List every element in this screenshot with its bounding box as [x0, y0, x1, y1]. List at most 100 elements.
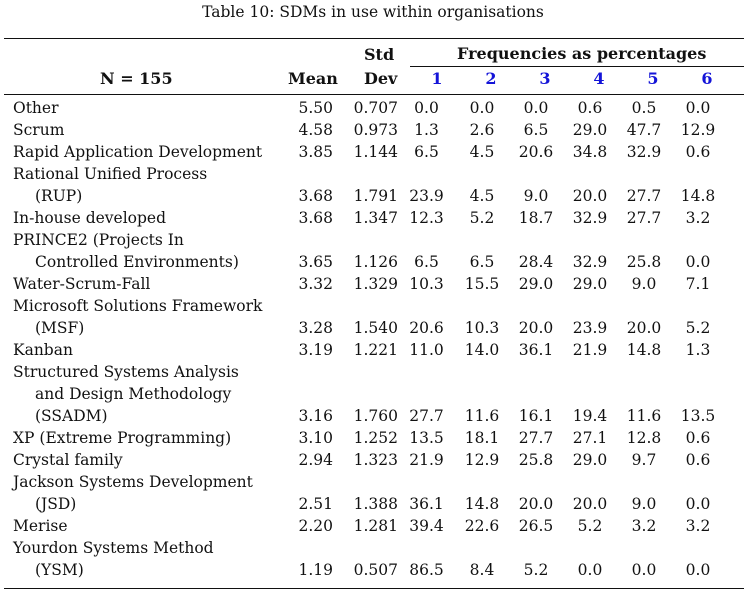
std-dev-cell: 1.126 — [353, 253, 398, 271]
freq-cell-4: 29.0 — [572, 121, 608, 139]
table-row: Scrum 4.58 0.973 1.3 2.6 6.5 29.0 47.7 12.9 — [13, 119, 725, 141]
freq-cell-1: 21.9 — [409, 451, 444, 469]
freq-cell-6: 13.5 — [680, 407, 716, 425]
freq-cell-2: 4.5 — [469, 187, 495, 205]
mean-cell — [281, 537, 333, 559]
mean-cell: 2.20 — [298, 517, 333, 535]
freq-cell-6: 3.2 — [685, 209, 711, 227]
method-name-text: XP (Extreme Programming) — [13, 429, 232, 447]
method-name: (JSD) — [13, 493, 281, 515]
freq-cell-2: 12.9 — [464, 451, 500, 469]
header-rule — [4, 94, 744, 95]
freq-cell-5 — [617, 229, 671, 251]
mean-cell: 3.19 — [298, 341, 333, 359]
freq-cell-5: 12.8 — [626, 429, 662, 447]
freq-cell-4: 21.9 — [572, 341, 608, 359]
freq-cell-1 — [398, 295, 455, 317]
bottom-rule — [4, 588, 744, 589]
freq-cell-6: 0.6 — [685, 451, 711, 469]
method-name: Kanban — [13, 339, 281, 361]
method-name-text: Rational Unified Process — [13, 165, 208, 183]
freq-cell-6: 12.9 — [680, 121, 716, 139]
freq-cell-3: 20.0 — [518, 319, 554, 337]
freq-cell-2 — [455, 295, 509, 317]
mean-cell: 4.58 — [298, 121, 333, 139]
freq-cell-1 — [398, 229, 455, 251]
freq-cell-1 — [398, 163, 455, 185]
freq-cell-4: 20.0 — [572, 495, 608, 513]
std-dev-cell — [333, 163, 398, 185]
freq-cell-4: 20.0 — [572, 187, 608, 205]
mean-cell: 3.32 — [298, 275, 333, 293]
method-name-text: Controlled Environments) — [35, 253, 239, 271]
header-freq-col-4: 4 — [593, 69, 605, 88]
freq-cell-6 — [671, 229, 725, 251]
freq-cell-3: 36.1 — [518, 341, 554, 359]
freq-cell-6 — [671, 361, 725, 383]
header-freq-col-5: 5 — [647, 69, 659, 88]
freq-cell-3: 27.7 — [518, 429, 554, 447]
method-name-text: In-house developed — [13, 209, 167, 227]
freq-cell-3: 6.5 — [523, 121, 549, 139]
freq-cell-5 — [617, 361, 671, 383]
table-row: (YSM) 1.19 0.507 86.5 8.4 5.2 0.0 0.0 0.0 — [13, 559, 725, 581]
freq-cell-4 — [563, 229, 617, 251]
mean-cell: 2.51 — [298, 495, 333, 513]
freq-cell-4: 23.9 — [572, 319, 608, 337]
table-row-continuation: Yourdon Systems Method — [13, 537, 725, 559]
std-dev-cell — [333, 361, 398, 383]
table-row: Merise 2.20 1.281 39.4 22.6 26.5 5.2 3.2 3.2 — [13, 515, 725, 537]
method-name-text: (YSM) — [35, 561, 84, 579]
method-name-text: Kanban — [13, 341, 73, 359]
freq-cell-5: 20.0 — [626, 319, 662, 337]
freq-cell-6: 14.8 — [680, 187, 716, 205]
freq-cell-1: 20.6 — [409, 319, 444, 337]
table-row: Water-Scrum-Fall 3.32 1.329 10.3 15.5 29.0 29.… — [13, 273, 725, 295]
method-name: Yourdon Systems Method — [13, 537, 281, 559]
method-name: PRINCE2 (Projects In — [13, 229, 281, 251]
freq-cell-2 — [455, 383, 509, 405]
method-name: Jackson Systems Development — [13, 471, 281, 493]
header-freq-col-3: 3 — [539, 69, 551, 88]
header-freq-col-6: 6 — [701, 69, 713, 88]
table-row: (RUP) 3.68 1.791 23.9 4.5 9.0 20.0 27.7 14.8 — [13, 185, 725, 207]
method-name: (SSADM) — [13, 405, 281, 427]
method-name: In-house developed — [13, 207, 281, 229]
method-name-text: Water-Scrum-Fall — [13, 275, 151, 293]
freq-cell-5: 27.7 — [626, 209, 662, 227]
freq-cell-3: 25.8 — [518, 451, 554, 469]
freq-cell-2: 18.1 — [464, 429, 500, 447]
method-name-text: PRINCE2 (Projects In — [13, 231, 184, 249]
header-mean: Mean — [288, 69, 338, 88]
freq-cell-5: 25.8 — [626, 253, 662, 271]
freq-cell-1: 10.3 — [409, 275, 444, 293]
mean-cell — [281, 295, 333, 317]
method-name-text: Other — [13, 99, 59, 117]
freq-cell-4 — [563, 163, 617, 185]
mean-cell: 3.68 — [298, 187, 333, 205]
table-row: Other 5.50 0.707 0.0 0.0 0.0 0.6 0.5 0.0 — [13, 97, 725, 119]
method-name-text: Yourdon Systems Method — [13, 539, 214, 557]
freq-cell-3 — [509, 163, 563, 185]
std-dev-cell: 1.221 — [353, 341, 398, 359]
freq-cell-2 — [455, 361, 509, 383]
std-dev-cell: 0.973 — [353, 121, 398, 139]
freq-cell-4: 19.4 — [572, 407, 608, 425]
freq-cell-4: 34.8 — [572, 143, 608, 161]
freq-cell-3: 16.1 — [518, 407, 554, 425]
freq-cell-3 — [509, 471, 563, 493]
freq-cell-1: 11.0 — [409, 341, 444, 359]
mean-cell: 3.68 — [298, 209, 333, 227]
method-name: (MSF) — [13, 317, 281, 339]
freq-cell-1: 6.5 — [414, 253, 439, 271]
freq-cell-5: 0.0 — [631, 561, 657, 579]
freq-cell-4: 0.0 — [577, 561, 603, 579]
freq-cell-4 — [563, 471, 617, 493]
freq-cell-2: 15.5 — [464, 275, 500, 293]
mean-cell — [281, 383, 333, 405]
freq-cell-1: 0.0 — [414, 99, 439, 117]
method-name-text: Microsoft Solutions Framework — [13, 297, 263, 315]
method-name: (YSM) — [13, 559, 281, 581]
std-dev-cell: 1.388 — [353, 495, 398, 513]
header-n: N = 155 — [100, 69, 173, 88]
